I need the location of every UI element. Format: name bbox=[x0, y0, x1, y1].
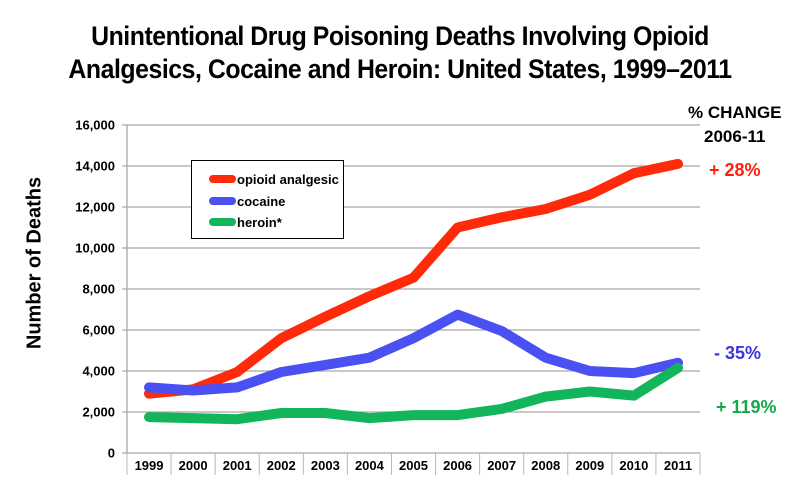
axes bbox=[122, 124, 701, 475]
pct-change-opioid: + 28% bbox=[709, 160, 761, 180]
y-tick-labels: 0 2,000 4,000 6,000 8,000 10,000 12,000 14,000 1… bbox=[75, 118, 115, 461]
y-tick-label: 2,000 bbox=[82, 405, 115, 420]
series-line-cocaine bbox=[144, 309, 683, 396]
x-tick-label: 2010 bbox=[619, 458, 648, 473]
x-tick-label: 2004 bbox=[355, 458, 385, 473]
y-axis-label: Number of Deaths bbox=[23, 176, 46, 350]
y-tick-label: 8,000 bbox=[82, 282, 115, 297]
x-tick-label: 2001 bbox=[223, 458, 252, 473]
legend: opioid analgesic cocaine heroin* bbox=[191, 160, 344, 239]
x-tick-label: 2006 bbox=[443, 458, 472, 473]
legend-label-cocaine: cocaine bbox=[237, 193, 286, 209]
y-tick-label: 6,000 bbox=[82, 323, 115, 338]
legend-swatch-opioid bbox=[209, 175, 236, 183]
x-tick-label: 2003 bbox=[311, 458, 340, 473]
x-tick-label: 1999 bbox=[135, 458, 164, 473]
x-tick-label: 2005 bbox=[399, 458, 428, 473]
y-tick-label: 12,000 bbox=[75, 200, 115, 215]
y-tick-label: 16,000 bbox=[75, 118, 115, 133]
x-tick-labels: 1999 2000 2001 2002 2003 2004 2005 2006 2007 2008… bbox=[135, 458, 692, 473]
legend-label-opioid: opioid analgesic bbox=[237, 171, 339, 187]
legend-item-heroin: heroin* bbox=[209, 214, 282, 230]
x-tick-label: 2000 bbox=[179, 458, 208, 473]
legend-item-cocaine: cocaine bbox=[209, 193, 285, 209]
y-tick-label: 0 bbox=[108, 446, 115, 461]
y-tick-label: 4,000 bbox=[82, 364, 115, 379]
chart-title-line-2: Analgesics, Cocaine and Heroin: United S… bbox=[68, 54, 732, 84]
series-lines bbox=[144, 158, 683, 425]
legend-swatch-cocaine bbox=[209, 197, 236, 205]
x-tick-label: 2011 bbox=[664, 458, 692, 473]
series-line-heroin bbox=[144, 362, 683, 425]
x-tick-label: 2007 bbox=[487, 458, 516, 473]
pct-change-period: 2006-11 bbox=[704, 127, 766, 146]
legend-label-heroin: heroin* bbox=[237, 214, 282, 230]
pct-change-heading: % CHANGE bbox=[688, 103, 782, 122]
series-line-opioid-analgesic bbox=[144, 158, 683, 399]
y-tick-label: 10,000 bbox=[75, 241, 115, 256]
pct-change-cocaine: - 35% bbox=[714, 343, 762, 363]
chart-title: Unintentional Drug Poisoning Deaths Invo… bbox=[32, 20, 768, 86]
legend-swatch-heroin bbox=[209, 218, 236, 226]
x-tick-label: 2008 bbox=[531, 458, 560, 473]
x-tick-label: 2002 bbox=[267, 458, 296, 473]
y-tick-label: 14,000 bbox=[75, 159, 115, 174]
pct-change-heroin: + 119% bbox=[716, 397, 777, 417]
legend-item-opioid: opioid analgesic bbox=[209, 171, 339, 187]
chart-title-line-1: Unintentional Drug Poisoning Deaths Invo… bbox=[91, 21, 709, 51]
x-tick-label: 2009 bbox=[575, 458, 604, 473]
